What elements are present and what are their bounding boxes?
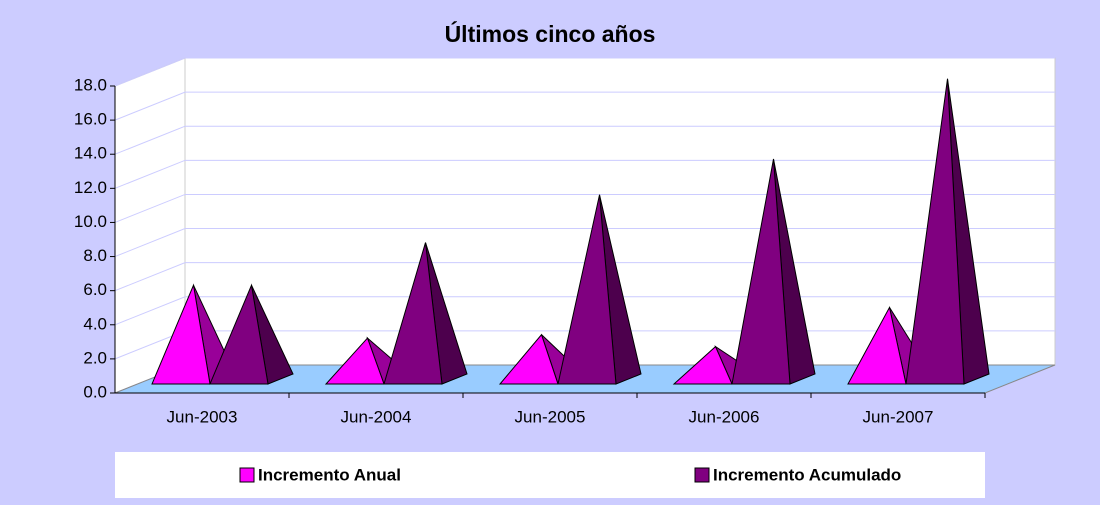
- pyramid: [209, 283, 294, 385]
- pyramid-front: [209, 283, 269, 385]
- pyramid-front: [151, 283, 211, 385]
- x-tick-label: Jun-2005: [515, 407, 586, 426]
- y-tick-label: 10.0: [74, 212, 107, 231]
- y-tick-label: 12.0: [74, 178, 107, 197]
- y-tick-label: 8.0: [83, 246, 107, 265]
- x-tick-label: Jun-2006: [689, 407, 760, 426]
- grid-line: [114, 159, 1055, 189]
- y-tick-label: 16.0: [74, 110, 107, 129]
- y-tick-label: 0.0: [83, 382, 107, 401]
- x-tick-label: Jun-2007: [863, 407, 934, 426]
- y-tick-label: 18.0: [74, 75, 107, 94]
- x-tick-label: Jun-2003: [167, 407, 238, 426]
- legend-box: [115, 452, 985, 498]
- pyramid-front: [672, 345, 733, 385]
- pyramid: [383, 242, 468, 385]
- y-tick-label: 14.0: [74, 144, 107, 163]
- pyramid: [557, 194, 642, 385]
- legend-label: Incremento Acumulado: [713, 465, 901, 484]
- pyramid-front: [324, 337, 385, 385]
- x-tick-label: Jun-2004: [341, 407, 412, 426]
- grid-line: [114, 91, 1055, 121]
- legend-label: Incremento Anual: [258, 465, 401, 484]
- y-tick-label: 4.0: [83, 314, 107, 333]
- pyramid: [905, 78, 990, 385]
- legend-swatch: [694, 467, 710, 483]
- pyramid-front: [498, 333, 559, 385]
- grid-line: [114, 125, 1055, 155]
- y-tick-label: 2.0: [83, 348, 107, 367]
- pyramid-front: [557, 194, 617, 385]
- pyramid-front: [383, 242, 443, 385]
- grid-line: [114, 57, 1055, 87]
- pyramid: [731, 158, 816, 385]
- chart-title: Últimos cinco años: [445, 20, 656, 47]
- grid-line: [114, 193, 1055, 223]
- pyramid-front: [731, 158, 791, 385]
- pyramid-front: [847, 305, 907, 385]
- legend-swatch: [239, 467, 255, 483]
- y-tick-label: 6.0: [83, 280, 107, 299]
- pyramid-front: [905, 78, 965, 385]
